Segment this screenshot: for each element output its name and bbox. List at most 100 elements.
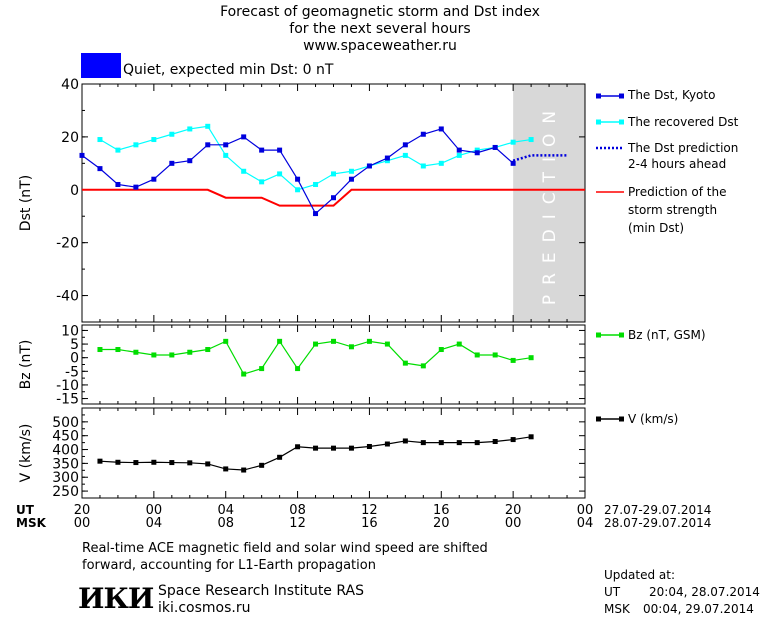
bz-point — [492, 352, 498, 358]
v-panel-frame — [81, 407, 586, 499]
v-point — [277, 454, 283, 460]
legend-strength-line2: storm strength — [628, 203, 718, 217]
dst-kyoto-point — [313, 211, 319, 217]
bz-point — [331, 338, 336, 344]
bz-point — [115, 347, 121, 353]
recovered-dst-point — [474, 147, 480, 153]
legend-recovered: The recovered Dst — [628, 115, 739, 129]
recovered-dst-point — [313, 181, 319, 187]
dst-kyoto-point — [456, 147, 462, 153]
v-point — [241, 467, 247, 473]
bz-point — [402, 360, 408, 366]
updated-ut-label: UT — [604, 585, 621, 599]
legend-strength-line1: Prediction of the — [628, 185, 727, 199]
v-point — [223, 466, 229, 472]
bz-point — [438, 347, 444, 353]
dst-ytick-label: 0 — [70, 183, 79, 199]
bz-ytick-label: -15 — [56, 392, 79, 408]
v-point — [420, 440, 426, 446]
dst-kyoto-point — [366, 163, 372, 169]
bz-ytick-label: 10 — [61, 323, 79, 339]
msk-tick-label: 12 — [289, 516, 306, 531]
v-point — [313, 445, 319, 451]
bz-point — [187, 349, 193, 355]
bz-point — [277, 338, 283, 344]
ut-tick-label: 04 — [217, 503, 234, 518]
bz-point — [528, 355, 534, 361]
dst-ylabel: Dst (nT) — [18, 175, 34, 231]
bz-point — [384, 341, 390, 347]
recovered-dst-point — [241, 168, 247, 174]
recovered-dst-point — [187, 126, 193, 132]
dst-kyoto-point — [295, 176, 301, 182]
recovered-dst-point — [331, 171, 336, 177]
legend-recovered-sample-marker — [619, 119, 624, 125]
bz-ytick-label: 0 — [70, 351, 79, 367]
dst-panel-frame — [81, 83, 586, 323]
recovered-dst-point — [97, 137, 103, 143]
dst-prediction-line — [512, 154, 568, 162]
legend-dst-kyoto-sample-marker — [596, 93, 601, 99]
recovered-dst-point — [456, 152, 462, 158]
v-ytick-label: 500 — [52, 415, 79, 431]
dst-kyoto-point — [205, 142, 211, 148]
msk-axis-label: MSK — [16, 516, 46, 530]
v-point — [492, 439, 498, 445]
ut-tick-label: 00 — [146, 503, 163, 518]
dst-ytick-label: 20 — [61, 130, 79, 146]
v-point — [528, 434, 534, 440]
msk-date-range: 28.07-29.07.2014 — [604, 516, 712, 530]
recovered-dst-point — [510, 139, 516, 145]
legend-v-sample-marker — [619, 416, 624, 422]
bz-point — [133, 349, 139, 355]
bz-point — [474, 352, 480, 358]
institute-website[interactable]: iki.cosmos.ru — [158, 600, 251, 616]
v-point — [438, 440, 444, 446]
v-point — [366, 443, 372, 449]
ut-tick-label: 12 — [361, 503, 378, 518]
v-ytick-label: 450 — [52, 429, 79, 445]
recovered-dst-point — [384, 158, 390, 164]
v-point — [115, 459, 121, 465]
v-ytick-label: 300 — [52, 470, 79, 486]
footer-note-line2: forward, accounting for L1-Earth propaga… — [82, 558, 376, 573]
recovered-dst-point — [133, 142, 139, 148]
legend-strength-line3: (min Dst) — [628, 221, 685, 235]
dst-kyoto-point — [420, 131, 426, 137]
prediction-region — [513, 84, 585, 322]
bz-point — [223, 338, 229, 344]
dst-kyoto-point — [187, 158, 193, 164]
msk-tick-label: 00 — [505, 516, 522, 531]
msk-tick-label: 00 — [74, 516, 91, 531]
v-ylabel: V (km/s) — [18, 424, 34, 483]
bz-point — [97, 347, 103, 353]
dst-kyoto-point — [331, 195, 336, 201]
recovered-dst-point — [348, 168, 354, 174]
recovered-dst-point — [295, 187, 301, 193]
bz-point — [241, 371, 247, 377]
ut-tick-label: 08 — [289, 503, 306, 518]
dst-kyoto-point — [169, 160, 175, 166]
dst-kyoto-point — [97, 166, 103, 172]
v-point — [384, 441, 390, 447]
storm-strength-line — [82, 188, 585, 207]
msk-tick-label: 04 — [577, 516, 594, 531]
dst-kyoto-point — [438, 126, 444, 132]
dst-ytick-label: -20 — [56, 236, 79, 252]
ut-tick-label: 20 — [74, 503, 91, 518]
bz-point — [510, 357, 516, 363]
dst-kyoto-point — [384, 155, 390, 161]
dst-kyoto-point — [348, 176, 354, 182]
bz-panel-frame — [81, 324, 586, 405]
v-point — [348, 445, 354, 451]
v-point — [205, 461, 211, 467]
legend-recovered-sample-marker — [596, 119, 601, 125]
v-ytick-label: 400 — [52, 443, 79, 459]
dst-kyoto-point — [115, 181, 121, 187]
recovered-dst-line — [99, 125, 532, 191]
dst-kyoto-point — [510, 160, 516, 166]
legend-bz-sample-marker — [596, 332, 601, 338]
bz-point — [456, 341, 462, 347]
updated-label: Updated at: — [604, 568, 675, 582]
